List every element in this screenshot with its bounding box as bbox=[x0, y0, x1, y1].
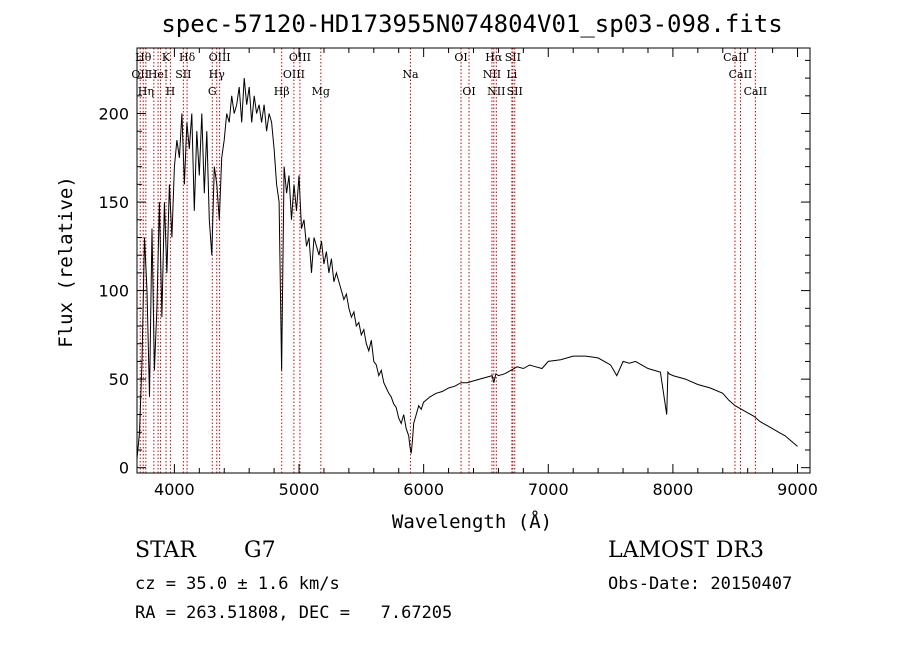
spectral-line-label: Mg bbox=[312, 85, 330, 98]
x-tick-label: 5000 bbox=[279, 480, 320, 499]
line-markers-layer: OII Hθ Hη HeI K H SII Hδ G Hγ OIII Hβ OIII OIII Mg Na OI… bbox=[131, 48, 767, 473]
spectral-line-label: NII bbox=[483, 68, 501, 81]
spectral-line-label: OIII bbox=[209, 51, 231, 64]
spectral-line-label: OIII bbox=[289, 51, 311, 64]
spectral-line-label: CaII bbox=[723, 51, 747, 64]
survey-name: LAMOST DR3 bbox=[608, 538, 764, 563]
spectral-line-label: SII bbox=[505, 51, 521, 64]
spectral-line-label: Li bbox=[506, 68, 517, 81]
x-axis-label: Wavelength (Å) bbox=[392, 510, 552, 533]
x-tick-label: 9000 bbox=[777, 480, 818, 499]
spectral-line-label: OII bbox=[131, 68, 149, 81]
spectral-line-label: HeI bbox=[148, 68, 168, 81]
spectral-line-label: SII bbox=[175, 68, 191, 81]
axis-ticks: 4000 5000 6000 7000 8000 9000 0 50 100 150 200 bbox=[98, 48, 818, 499]
spectral-line-label: SII bbox=[507, 85, 523, 98]
x-tick-label: 6000 bbox=[403, 480, 444, 499]
spectral-line-label: OI bbox=[462, 85, 475, 98]
x-tick-label: 8000 bbox=[653, 480, 694, 499]
spectral-line-label: Hθ bbox=[135, 51, 152, 64]
y-axis-label: Flux (relative) bbox=[55, 176, 77, 348]
spectral-line-label: Hη bbox=[138, 85, 154, 98]
chart-title: spec-57120-HD173955N074804V01_sp03-098.f… bbox=[161, 10, 782, 38]
observation-date: Obs-Date: 20150407 bbox=[608, 574, 793, 594]
object-class: STAR bbox=[135, 538, 196, 563]
redshift-cz: cz = 35.0 ± 1.6 km/s bbox=[135, 574, 340, 594]
spectral-line-label: OIII bbox=[283, 68, 305, 81]
spectral-line-label: Hβ bbox=[274, 85, 290, 98]
y-tick-label: 0 bbox=[119, 459, 129, 478]
spectral-line-label: G bbox=[208, 85, 217, 98]
spectral-line-label: Na bbox=[402, 68, 419, 81]
spectral-line-label: Hα bbox=[485, 51, 503, 64]
spectral-line-label: CaII bbox=[729, 68, 753, 81]
y-tick-label: 150 bbox=[98, 193, 129, 212]
object-subclass: G7 bbox=[244, 538, 276, 563]
spectral-line-label: CaII bbox=[744, 85, 768, 98]
spectral-line-label: K bbox=[162, 51, 171, 64]
spectral-line-label: Hγ bbox=[209, 68, 226, 81]
flux-line bbox=[136, 78, 798, 459]
plot-frame bbox=[136, 47, 811, 474]
spectral-line-label: H bbox=[166, 85, 176, 98]
spectral-line-label: OI bbox=[454, 51, 467, 64]
y-tick-label: 200 bbox=[98, 105, 129, 124]
x-tick-label: 7000 bbox=[528, 480, 569, 499]
spectral-line-label: NII bbox=[487, 85, 505, 98]
ra-dec-coordinates: RA = 263.51808, DEC = 7.67205 bbox=[135, 603, 453, 623]
y-tick-label: 100 bbox=[98, 282, 129, 301]
x-tick-label: 4000 bbox=[154, 480, 195, 499]
spectral-line-label: Hδ bbox=[179, 51, 196, 64]
y-tick-label: 50 bbox=[109, 370, 129, 389]
